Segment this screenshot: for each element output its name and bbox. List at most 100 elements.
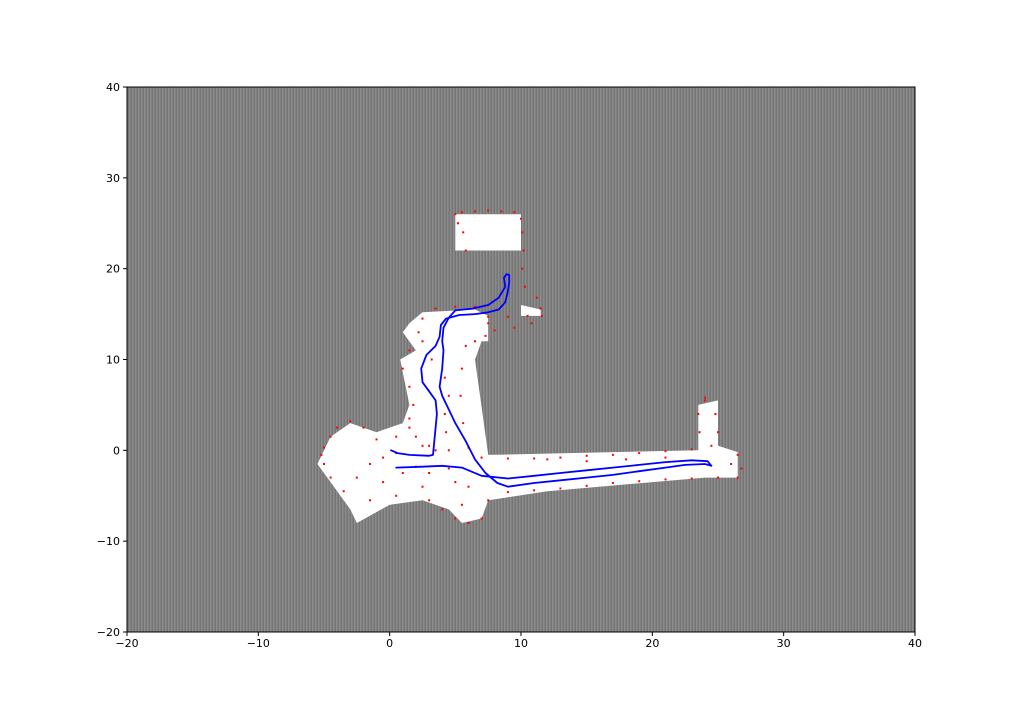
occupied-point-36 — [714, 413, 717, 415]
occupied-point-44 — [638, 480, 641, 483]
occupied-point-107 — [703, 399, 706, 402]
occupied-point-33 — [690, 448, 693, 451]
x-tick-label: −10 — [247, 637, 270, 650]
occupied-point-52 — [467, 522, 470, 524]
occupied-point-42 — [690, 477, 693, 480]
occupied-point-66 — [336, 426, 339, 429]
occupied-point-51 — [480, 517, 483, 520]
occupied-point-78 — [401, 367, 404, 370]
occupied-point-25 — [480, 456, 483, 459]
occupied-point-16 — [487, 315, 490, 318]
occupied-point-35 — [717, 431, 719, 434]
occupied-point-50 — [487, 499, 490, 502]
y-tick-label: −20 — [97, 626, 120, 639]
occupied-point-59 — [421, 444, 424, 447]
occupied-point-81 — [421, 317, 424, 320]
occupied-point-91 — [447, 449, 450, 452]
occupied-point-4 — [500, 210, 503, 213]
occupied-point-22 — [459, 394, 462, 397]
occupied-point-15 — [506, 315, 509, 318]
occupied-point-90 — [445, 431, 448, 434]
occupied-point-39 — [740, 467, 743, 470]
occupied-point-86 — [430, 358, 433, 361]
occupied-point-76 — [412, 403, 415, 406]
occupied-point-116 — [513, 326, 516, 329]
y-tick-label: 30 — [106, 172, 120, 185]
y-tick-label: 40 — [106, 81, 120, 94]
occupied-point-72 — [342, 490, 345, 493]
y-tick-label: −10 — [97, 535, 120, 548]
y-tick-label: 10 — [106, 354, 120, 367]
occupied-point-34 — [710, 444, 713, 447]
occupied-point-10 — [523, 285, 526, 288]
occupied-point-6 — [520, 217, 522, 220]
occupied-point-43 — [664, 478, 667, 481]
occupied-point-5 — [513, 211, 516, 214]
occupied-point-92 — [447, 467, 450, 470]
occupied-point-110 — [730, 463, 733, 465]
y-axis: −20 −10 0 10 20 30 40 — [97, 81, 127, 639]
x-tick-label: 40 — [908, 637, 922, 650]
occupied-point-64 — [362, 426, 365, 429]
occupied-point-48 — [533, 489, 536, 492]
occupied-point-26 — [506, 457, 509, 460]
occupied-point-37 — [703, 396, 706, 399]
occupied-point-67 — [329, 435, 332, 438]
occupied-point-12 — [539, 307, 542, 310]
occupied-point-8 — [522, 249, 525, 252]
occupied-point-70 — [323, 463, 325, 465]
occupied-point-69 — [320, 453, 323, 456]
occupied-point-56 — [421, 485, 424, 488]
occupied-point-102 — [382, 481, 385, 484]
occupied-point-96 — [462, 231, 465, 234]
occupied-point-95 — [464, 249, 467, 252]
occupied-point-115 — [493, 329, 496, 332]
occupied-point-46 — [585, 484, 588, 487]
occupied-point-3 — [487, 209, 490, 212]
occupied-point-23 — [462, 422, 465, 425]
plot-area — [127, 87, 915, 632]
occupied-point-75 — [408, 417, 411, 420]
occupied-point-1 — [460, 211, 463, 214]
series-layer — [320, 209, 743, 524]
occupied-point-19 — [474, 340, 476, 343]
occupied-point-28 — [559, 456, 562, 459]
occupied-point-63 — [375, 438, 378, 441]
occupied-point-29 — [585, 454, 588, 457]
occupied-point-65 — [349, 420, 352, 423]
occupied-point-68 — [323, 446, 325, 449]
occupied-point-108 — [697, 413, 700, 415]
occupied-point-40 — [736, 476, 739, 479]
occupied-point-71 — [329, 476, 332, 479]
occupied-point-88 — [447, 394, 450, 397]
occupied-point-77 — [408, 385, 411, 388]
x-tick-label: 0 — [386, 637, 393, 650]
occupied-point-74 — [395, 494, 398, 497]
occupied-point-9 — [521, 267, 524, 270]
y-tick-label: 20 — [106, 263, 120, 276]
x-axis: −20 −10 0 10 20 30 40 — [115, 632, 922, 650]
x-tick-label: 20 — [645, 637, 659, 650]
occupied-point-82 — [434, 307, 437, 310]
occupied-point-89 — [443, 413, 446, 415]
occupied-point-94 — [467, 485, 470, 488]
occupied-point-105 — [428, 472, 431, 474]
occupied-point-32 — [664, 450, 667, 453]
occupied-point-20 — [464, 344, 467, 347]
occupied-point-106 — [460, 503, 463, 506]
occupied-point-113 — [625, 458, 628, 461]
x-tick-label: 10 — [514, 637, 528, 650]
occupied-point-41 — [717, 476, 719, 479]
occupied-point-30 — [611, 453, 614, 456]
occupied-point-109 — [698, 431, 701, 434]
occupied-point-27 — [533, 457, 536, 460]
y-tick-label: 0 — [113, 444, 120, 457]
occupied-point-111 — [546, 458, 549, 461]
occupied-point-53 — [454, 517, 457, 520]
occupied-point-83 — [454, 305, 457, 308]
occupied-point-2 — [474, 210, 476, 213]
occupied-point-60 — [414, 435, 417, 438]
occupied-point-101 — [355, 476, 358, 479]
occupied-point-99 — [382, 456, 385, 459]
